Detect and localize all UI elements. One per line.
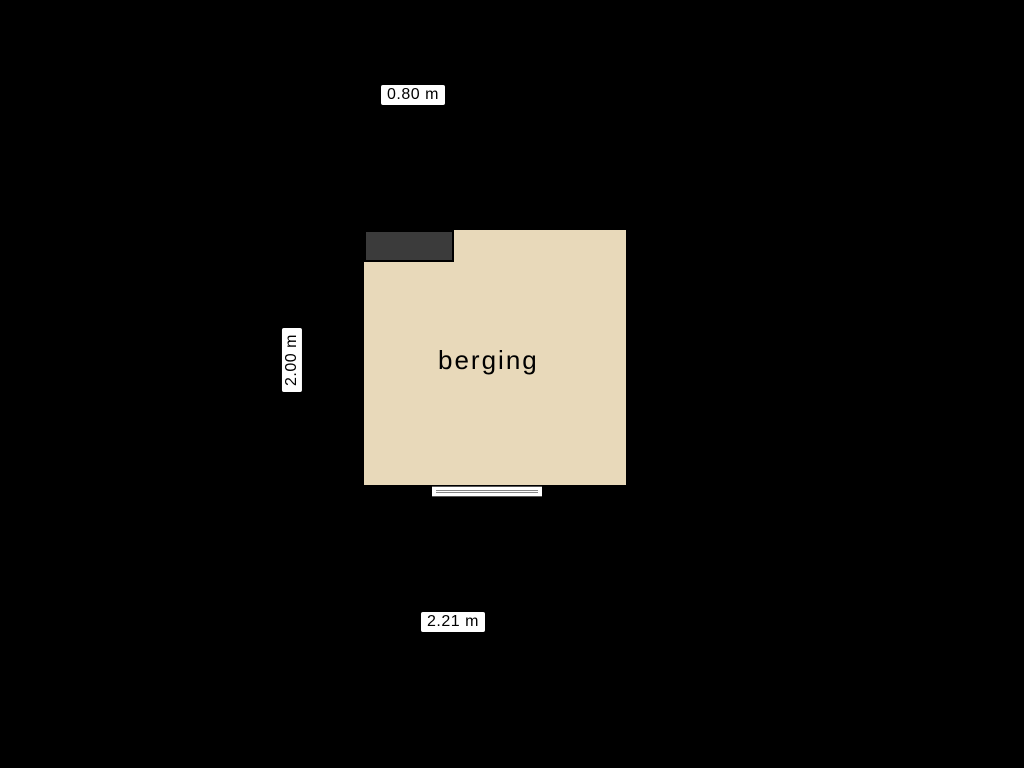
door <box>432 486 542 497</box>
shelf-fixture <box>364 230 454 262</box>
room-label: berging <box>438 345 539 376</box>
dimension-bottom: 2.21 m <box>421 612 485 632</box>
dimension-top: 0.80 m <box>381 85 445 105</box>
dimension-left: 2.00 m <box>282 328 302 392</box>
